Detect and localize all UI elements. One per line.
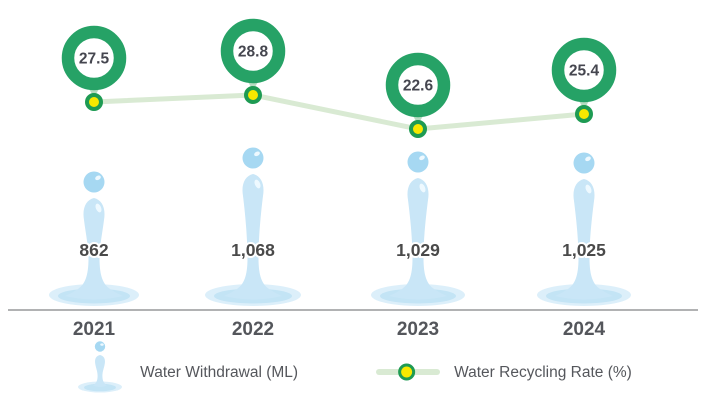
droplet-column bbox=[65, 198, 123, 300]
line-marker-icon bbox=[376, 363, 441, 381]
droplet-ball-highlight bbox=[585, 156, 591, 162]
droplet-ball bbox=[573, 152, 595, 174]
droplet-highlight bbox=[585, 184, 592, 194]
droplet-ball-highlight bbox=[95, 175, 101, 181]
rate-ring bbox=[61, 25, 127, 91]
rate-ring bbox=[385, 52, 451, 118]
withdrawal-value-label: 1,029 bbox=[396, 240, 440, 260]
droplet-ball bbox=[407, 151, 429, 173]
rate-marker bbox=[409, 120, 427, 138]
legend-label-water-withdrawal: Water Withdrawal (ML) bbox=[140, 364, 299, 381]
recycling-rate-line bbox=[91, 92, 587, 132]
droplet-column bbox=[389, 178, 447, 300]
legend-item-recycling-rate: Water Recycling Rate (%) bbox=[376, 363, 632, 394]
droplet-highlight bbox=[254, 179, 261, 189]
rate-value-label: 28.8 bbox=[238, 44, 269, 61]
x-axis-label: 2022 bbox=[232, 319, 274, 340]
droplet-ball bbox=[242, 147, 264, 169]
chart-legend: Water Withdrawal (ML) Water Recycling Ra… bbox=[0, 332, 706, 394]
water-drop-icon bbox=[78, 341, 123, 393]
withdrawal-value-label: 1,025 bbox=[562, 240, 606, 260]
line-marker-dot bbox=[398, 363, 416, 381]
droplet-column bbox=[224, 174, 282, 300]
droplet-ball-highlight bbox=[419, 155, 425, 161]
droplet-ball-highlight bbox=[254, 151, 260, 157]
withdrawal-value-label: 1,068 bbox=[231, 240, 275, 260]
x-axis-label: 2021 bbox=[73, 319, 116, 340]
x-axis-label: 2024 bbox=[563, 319, 606, 340]
rate-value-label: 25.4 bbox=[569, 63, 600, 80]
droplet-column bbox=[555, 179, 613, 300]
rate-marker bbox=[575, 105, 593, 123]
rate-value-label: 27.5 bbox=[79, 51, 110, 68]
rate-value-label: 22.6 bbox=[403, 78, 434, 95]
rate-ring bbox=[220, 18, 286, 84]
withdrawal-value-label: 862 bbox=[79, 240, 108, 260]
legend-label-recycling-rate: Water Recycling Rate (%) bbox=[454, 364, 632, 381]
droplet-ball bbox=[83, 171, 105, 193]
rate-marker bbox=[244, 86, 262, 104]
rate-ring bbox=[551, 37, 617, 103]
rate-marker bbox=[85, 93, 103, 111]
droplet-highlight bbox=[419, 183, 426, 193]
droplet-highlight bbox=[95, 203, 102, 213]
x-axis-label: 2023 bbox=[397, 319, 439, 340]
legend-item-water-withdrawal: Water Withdrawal (ML) bbox=[74, 338, 298, 394]
